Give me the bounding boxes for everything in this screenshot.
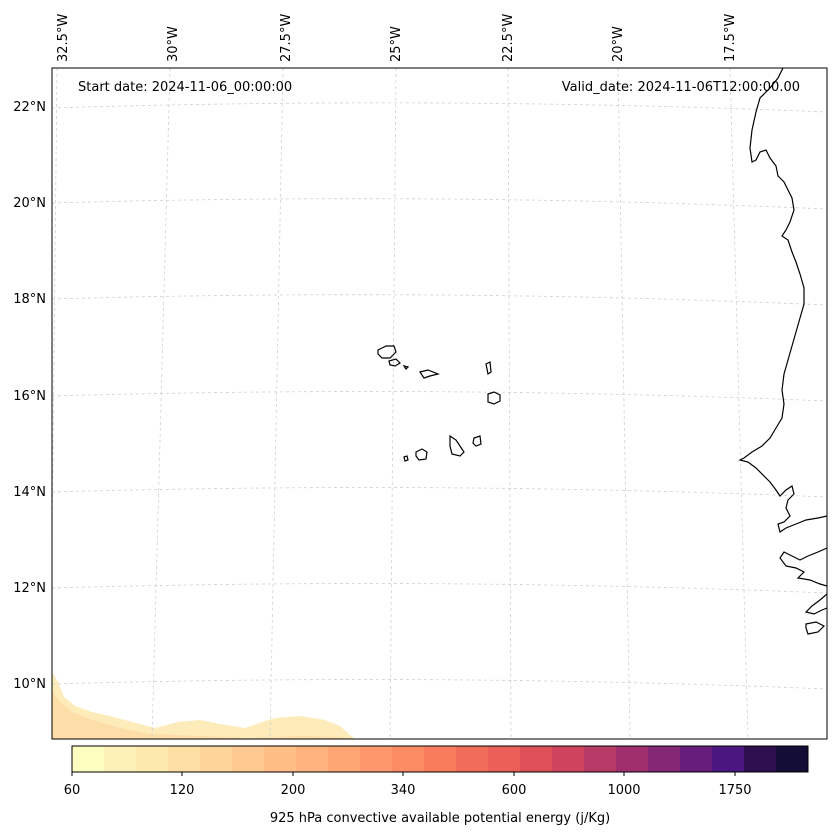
colorbar-swatch (744, 746, 777, 772)
lon-label: 20°W (611, 26, 626, 62)
gridline-lat (52, 583, 827, 594)
lat-label: 22°N (13, 100, 46, 115)
island-santiago (449, 434, 465, 457)
island-santo-antao (377, 345, 397, 359)
colorbar-swatch (776, 746, 809, 772)
gridline-lat (52, 198, 827, 210)
gridline-lat (52, 679, 827, 690)
cape-verde-islands (377, 345, 501, 462)
colorbar-swatch (648, 746, 681, 772)
colorbar-tick-label: 60 (64, 783, 81, 798)
island-fogo (415, 448, 428, 461)
colorbar-swatch (456, 746, 489, 772)
gridline-lon (52, 68, 58, 586)
longitude-labels: 32.5°W 30°W 27.5°W 25°W 22.5°W 20°W 17.5… (56, 14, 738, 62)
colorbar-swatch (680, 746, 713, 772)
africa-coastline-south (779, 547, 827, 587)
gridline-lon (269, 68, 284, 739)
lat-label: 14°N (13, 485, 46, 500)
gridline-lat (52, 102, 827, 113)
lat-label: 20°N (13, 196, 46, 211)
gridline-lat (52, 487, 827, 498)
colorbar-tick-label: 1750 (718, 783, 751, 798)
colorbar-swatch (136, 746, 169, 772)
cape-shading-area (52, 672, 355, 739)
colorbar-tick-label: 340 (391, 783, 416, 798)
colorbar-tick-labels: 60 120 200 340 600 1000 1750 (64, 783, 752, 798)
gridlines (52, 68, 827, 739)
colorbar-swatch (520, 746, 553, 772)
colorbar-swatch (616, 746, 649, 772)
valid-date-label: Valid_date: 2024-11-06T12:00:00.00 (562, 80, 800, 95)
gridline-lat (52, 391, 827, 402)
colorbar-swatch (232, 746, 265, 772)
colorbar-swatch (168, 746, 201, 772)
island-sao-vicente (388, 358, 401, 367)
lon-label: 27.5°W (279, 14, 294, 62)
gridline-lon (151, 68, 171, 739)
colorbar-swatch (392, 746, 425, 772)
lat-label: 18°N (13, 292, 46, 307)
gridline-lon (507, 68, 512, 739)
colorbar-swatch (72, 746, 105, 772)
island-maio (472, 435, 482, 447)
island-brava (403, 455, 409, 462)
colorbar-swatch (328, 746, 361, 772)
lat-label: 12°N (13, 581, 46, 596)
colorbar-swatch (712, 746, 745, 772)
colorbar-swatch (584, 746, 617, 772)
colorbar-swatch (488, 746, 521, 772)
lon-label: 22.5°W (501, 14, 516, 62)
colorbar-swatch (104, 746, 137, 772)
lat-label: 16°N (13, 389, 46, 404)
colorbar-swatch (552, 746, 585, 772)
colorbar-swatch (360, 746, 393, 772)
island-sao-nicolau (419, 369, 440, 379)
island-santa-luzia (402, 365, 410, 370)
map-frame (51, 67, 828, 740)
cape-shading-core (52, 690, 352, 739)
lon-label: 32.5°W (56, 14, 71, 62)
lon-label: 30°W (166, 26, 181, 62)
colorbar-tick-label: 200 (281, 783, 306, 798)
island-boa-vista (487, 391, 501, 405)
colorbar-swatch (424, 746, 457, 772)
island-sal (485, 361, 492, 375)
colorbar-border (71, 745, 809, 773)
colorbar-swatch (200, 746, 233, 772)
africa-coastline (738, 68, 827, 533)
lat-label: 10°N (13, 677, 46, 692)
colorbar-tick-label: 120 (170, 783, 195, 798)
africa-coastline-guinea (804, 593, 827, 635)
lon-label: 25°W (389, 26, 404, 62)
colorbar-tick-label: 600 (502, 783, 527, 798)
gridline-lat (52, 294, 827, 306)
latitude-labels: 22°N 20°N 18°N 16°N 14°N 12°N 10°N (13, 100, 46, 692)
gridline-lon (617, 68, 631, 739)
colorbar-swatch (264, 746, 297, 772)
colorbar-tick-label: 1000 (607, 783, 640, 798)
colorbar (71, 745, 809, 776)
colorbar-swatch (296, 746, 329, 772)
gridline-lon (389, 68, 397, 739)
start-date-label: Start date: 2024-11-06_00:00:00 (78, 80, 292, 95)
lon-label: 17.5°W (723, 14, 738, 62)
gridline-lon (729, 68, 749, 739)
colorbar-title: 925 hPa convective available potential e… (270, 811, 610, 826)
